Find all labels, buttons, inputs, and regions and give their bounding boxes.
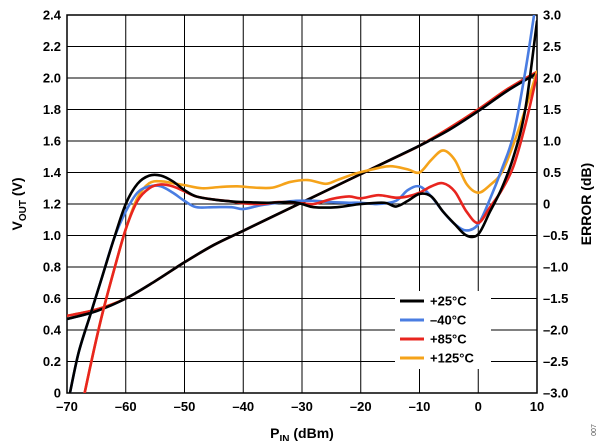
x-tick-label: –10 xyxy=(409,399,431,414)
y-left-tick-label: 1.6 xyxy=(43,134,61,149)
x-tick-label: –20 xyxy=(350,399,372,414)
legend-label-0: +25°C xyxy=(430,294,467,309)
y-right-tick-label: 0.5 xyxy=(543,165,561,180)
y-right-tick-label: –1.5 xyxy=(543,291,568,306)
y-right-tick-label: –2.0 xyxy=(543,323,568,338)
x-tick-label: 0 xyxy=(475,399,482,414)
y-right-tick-label: –0.5 xyxy=(543,228,568,243)
y-right-tick-label: 2.5 xyxy=(543,39,561,54)
y-left-tick-label: 2.0 xyxy=(43,71,61,86)
data-curves xyxy=(67,15,537,393)
series-error-line-1 xyxy=(68,15,536,393)
y-right-tick-label: 2.0 xyxy=(543,71,561,86)
y-right-tick-label: –1.0 xyxy=(543,260,568,275)
y-right-tick-label: –2.5 xyxy=(543,354,568,369)
y-left-tick-label: 1.2 xyxy=(43,197,61,212)
plot-frame xyxy=(66,14,538,394)
legend-box xyxy=(395,291,491,369)
legend-label-3: +125°C xyxy=(430,351,474,366)
y-left-tick-label: 0.2 xyxy=(43,354,61,369)
y-left-tick-label: 0 xyxy=(54,386,61,401)
y-right-tick-label: 1.5 xyxy=(543,102,561,117)
x-tick-label: –50 xyxy=(174,399,196,414)
y-left-tick-label: 1.8 xyxy=(43,102,61,117)
y-left-tick-label: 1.0 xyxy=(43,228,61,243)
y-left-tick-label: 1.4 xyxy=(43,165,62,180)
x-tick-label: –70 xyxy=(56,399,78,414)
x-tick-label: 10 xyxy=(530,399,544,414)
figure-code: 007 xyxy=(591,424,598,436)
x-tick-label: –60 xyxy=(115,399,137,414)
x-tick-label: –30 xyxy=(291,399,313,414)
legend-label-2: +85°C xyxy=(430,332,467,347)
x-tick-label: –40 xyxy=(232,399,254,414)
x-axis-title-unit: (dBm) xyxy=(290,425,334,441)
y-right-tick-label: –3.0 xyxy=(543,386,568,401)
y-left-tick-label: 2.2 xyxy=(43,39,61,54)
series-error-line-0 xyxy=(68,20,537,393)
y-left-axis-title-main: V xyxy=(9,221,25,231)
x-axis-title-main: P xyxy=(270,425,279,441)
x-axis-title: PIN (dBm) xyxy=(270,425,334,441)
y-right-tick-label: 0 xyxy=(543,197,550,212)
y-left-tick-label: 2.4 xyxy=(43,8,62,23)
legend: +25°C –40°C +85°C +125°C xyxy=(395,291,491,369)
y-left-axis-title: VOUT (V) xyxy=(9,177,29,230)
y-left-axis-title-unit: (V) xyxy=(9,177,25,200)
y-right-tick-label: 3.0 xyxy=(543,8,561,23)
y-left-axis-title-sub: OUT xyxy=(18,200,29,221)
y-right-axis-title: ERROR (dB) xyxy=(578,163,594,245)
y-left-tick-label: 0.8 xyxy=(43,260,61,275)
y-right-tick-label: 1.0 xyxy=(543,134,561,149)
y-left-tick-label: 0.6 xyxy=(43,291,61,306)
series-error-line-2 xyxy=(83,73,537,393)
x-axis-title-sub: IN xyxy=(280,434,290,441)
y-left-tick-label: 0.4 xyxy=(43,323,62,338)
legend-label-1: –40°C xyxy=(430,313,467,328)
